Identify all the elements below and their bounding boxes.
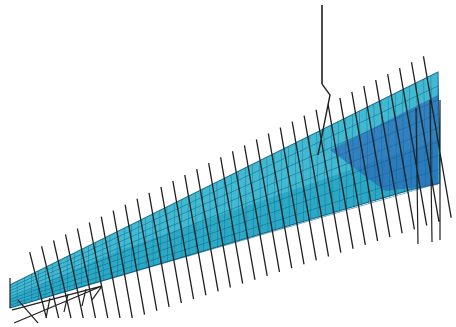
force-vector bbox=[375, 79, 403, 234]
mesh-chordwise-line bbox=[9, 85, 439, 289]
mesh-chordwise-line bbox=[9, 127, 440, 297]
force-vector bbox=[279, 127, 305, 265]
force-vector bbox=[327, 103, 354, 249]
force-vector bbox=[303, 115, 330, 257]
force-vector bbox=[429, 99, 433, 243]
root-support-frame bbox=[9, 278, 103, 324]
force-vector bbox=[112, 210, 133, 319]
force-vector bbox=[387, 73, 416, 230]
force-vector bbox=[148, 192, 170, 308]
mesh-chordwise-line bbox=[9, 141, 440, 300]
force-vectors bbox=[29, 56, 452, 319]
force-vector bbox=[52, 240, 72, 319]
vertical-strut bbox=[317, 5, 331, 156]
force-vector bbox=[88, 222, 109, 319]
mesh-grid bbox=[9, 71, 441, 309]
force-vector bbox=[339, 97, 366, 246]
force-vector bbox=[351, 91, 379, 242]
force-vector bbox=[40, 246, 60, 319]
force-vector bbox=[184, 174, 207, 296]
force-vector bbox=[64, 234, 84, 319]
force-vector bbox=[267, 133, 293, 269]
mesh-chordwise-line bbox=[9, 154, 440, 303]
force-vector bbox=[196, 168, 219, 292]
force-vector bbox=[172, 180, 195, 300]
force-vector bbox=[398, 68, 428, 226]
force-vector bbox=[255, 139, 281, 273]
force-vector bbox=[76, 228, 97, 319]
force-vector bbox=[422, 56, 452, 218]
mesh-chordwise-line bbox=[9, 168, 440, 306]
force-vector bbox=[208, 163, 232, 288]
force-vector bbox=[291, 121, 317, 261]
force-vector bbox=[219, 157, 244, 284]
force-vector bbox=[29, 252, 48, 319]
mesh-chordwise-line bbox=[9, 113, 439, 294]
force-vector bbox=[315, 109, 342, 253]
force-vector bbox=[124, 204, 146, 315]
force-vector bbox=[415, 107, 419, 245]
mesh-chordwise-line bbox=[9, 182, 441, 309]
force-vector bbox=[243, 145, 268, 277]
force-vector bbox=[231, 151, 256, 280]
mesh-chordwise-line bbox=[9, 99, 439, 292]
force-vector bbox=[363, 85, 391, 238]
force-vector bbox=[410, 62, 440, 222]
force-vector bbox=[100, 216, 121, 319]
force-vector bbox=[160, 186, 182, 304]
force-vector bbox=[136, 198, 158, 311]
